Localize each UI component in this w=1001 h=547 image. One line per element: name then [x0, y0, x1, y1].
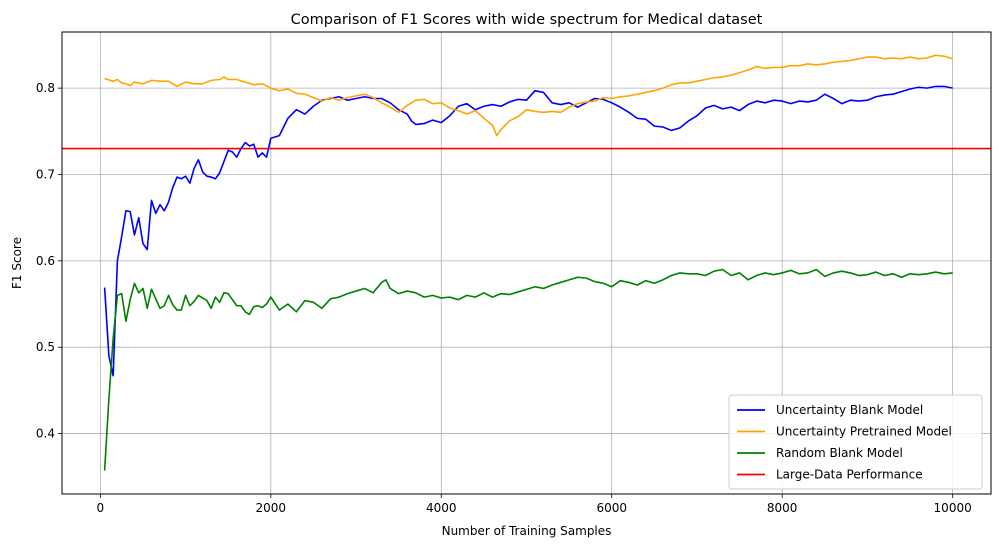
x-tick-label: 8000 [767, 501, 798, 515]
plot-area-frame [61, 31, 992, 495]
y-tick-label: 0.4 [36, 427, 55, 441]
x-tick-label: 2000 [256, 501, 287, 515]
x-tick-label: 4000 [426, 501, 457, 515]
series-line-0 [103, 85, 953, 377]
y-tick-label: 0.7 [36, 167, 55, 181]
legend-label: Uncertainty Blank Model [776, 403, 923, 417]
y-tick-label: 0.6 [36, 254, 55, 268]
legend-label: Uncertainty Pretrained Model [776, 425, 952, 439]
x-axis-ticks: 0 2000 4000 6000 8000 10000 [97, 494, 972, 515]
y-tick-label: 0.8 [36, 81, 55, 95]
series-line-2 [103, 268, 953, 471]
x-tick-label: 6000 [596, 501, 627, 515]
y-axis-ticks: 0.4 0.5 0.6 0.7 0.8 [36, 81, 62, 441]
x-tick-label: 0 [97, 501, 105, 515]
y-tick-label: 0.5 [36, 340, 55, 354]
series-lines [103, 54, 953, 471]
legend-label: Large-Data Performance [776, 468, 923, 482]
legend: Uncertainty Blank Model Uncertainty Pretr… [728, 394, 983, 490]
x-tick-label: 10000 [934, 501, 972, 515]
grid-lines [62, 32, 991, 494]
chart-title: Comparison of F1 Scores with wide spectr… [291, 12, 763, 28]
legend-label: Random Blank Model [776, 446, 903, 460]
series-line-1 [104, 54, 953, 137]
legend-box [728, 394, 983, 490]
y-axis-label: F1 Score [10, 237, 24, 289]
x-axis-label: Number of Training Samples [442, 524, 612, 538]
